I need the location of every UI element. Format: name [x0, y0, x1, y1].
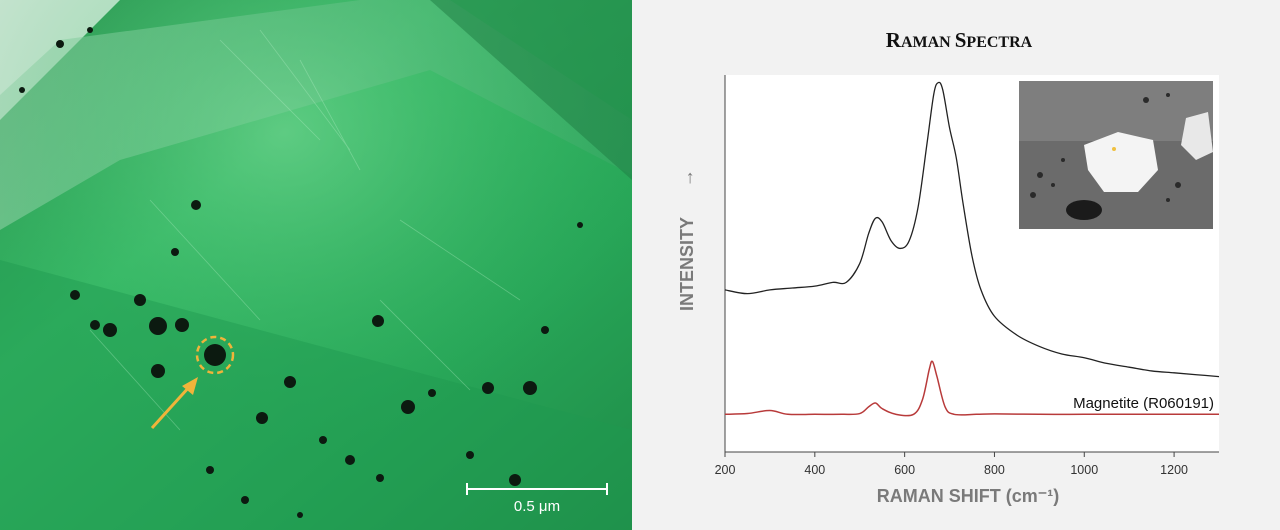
magnetite-reference-line: [724, 360, 1219, 417]
y-axis-title: INTENSITY: [677, 217, 697, 311]
x-tick-label: 600: [894, 463, 915, 477]
x-axis-title: RAMAN SHIFT (cm⁻¹): [877, 486, 1060, 506]
scale-bar-label: 0.5 μm: [514, 498, 560, 515]
pointer-arrow: [150, 377, 198, 430]
chart-title: RAMAN SPECTRA: [886, 28, 1033, 52]
magnetite-series-label: Magnetite (R060191): [1073, 395, 1214, 412]
highlight-circle: [195, 335, 235, 375]
x-tick-label: 1200: [1160, 463, 1188, 477]
y-axis-title-group: INTENSITY →: [677, 169, 697, 311]
sem-inset-image: [1019, 81, 1213, 229]
x-tick-label: 400: [804, 463, 825, 477]
raman-chart: RAMAN SPECTRA 200 400 600 800 1000 1200 Magne…: [677, 28, 1220, 506]
scale-bar: 0.5 μm: [466, 483, 608, 515]
x-tick-label: 1000: [1070, 463, 1098, 477]
y-axis-arrow-icon: →: [677, 169, 697, 187]
sample-spectrum-line: [724, 81, 1220, 378]
micrograph-image: 0.5 μm: [0, 0, 632, 530]
raman-chart-panel: RAMAN SPECTRA 200 400 600 800 1000 1200 Magne…: [648, 0, 1280, 530]
x-tick-label: 800: [984, 463, 1005, 477]
x-tick-label: 200: [715, 463, 736, 477]
micrograph-panel: 0.5 μm: [0, 0, 632, 530]
dark-inclusions: [19, 27, 583, 518]
x-axis-ticks: 200 400 600 800 1000 1200: [715, 452, 1188, 477]
panel-divider: [632, 0, 648, 530]
